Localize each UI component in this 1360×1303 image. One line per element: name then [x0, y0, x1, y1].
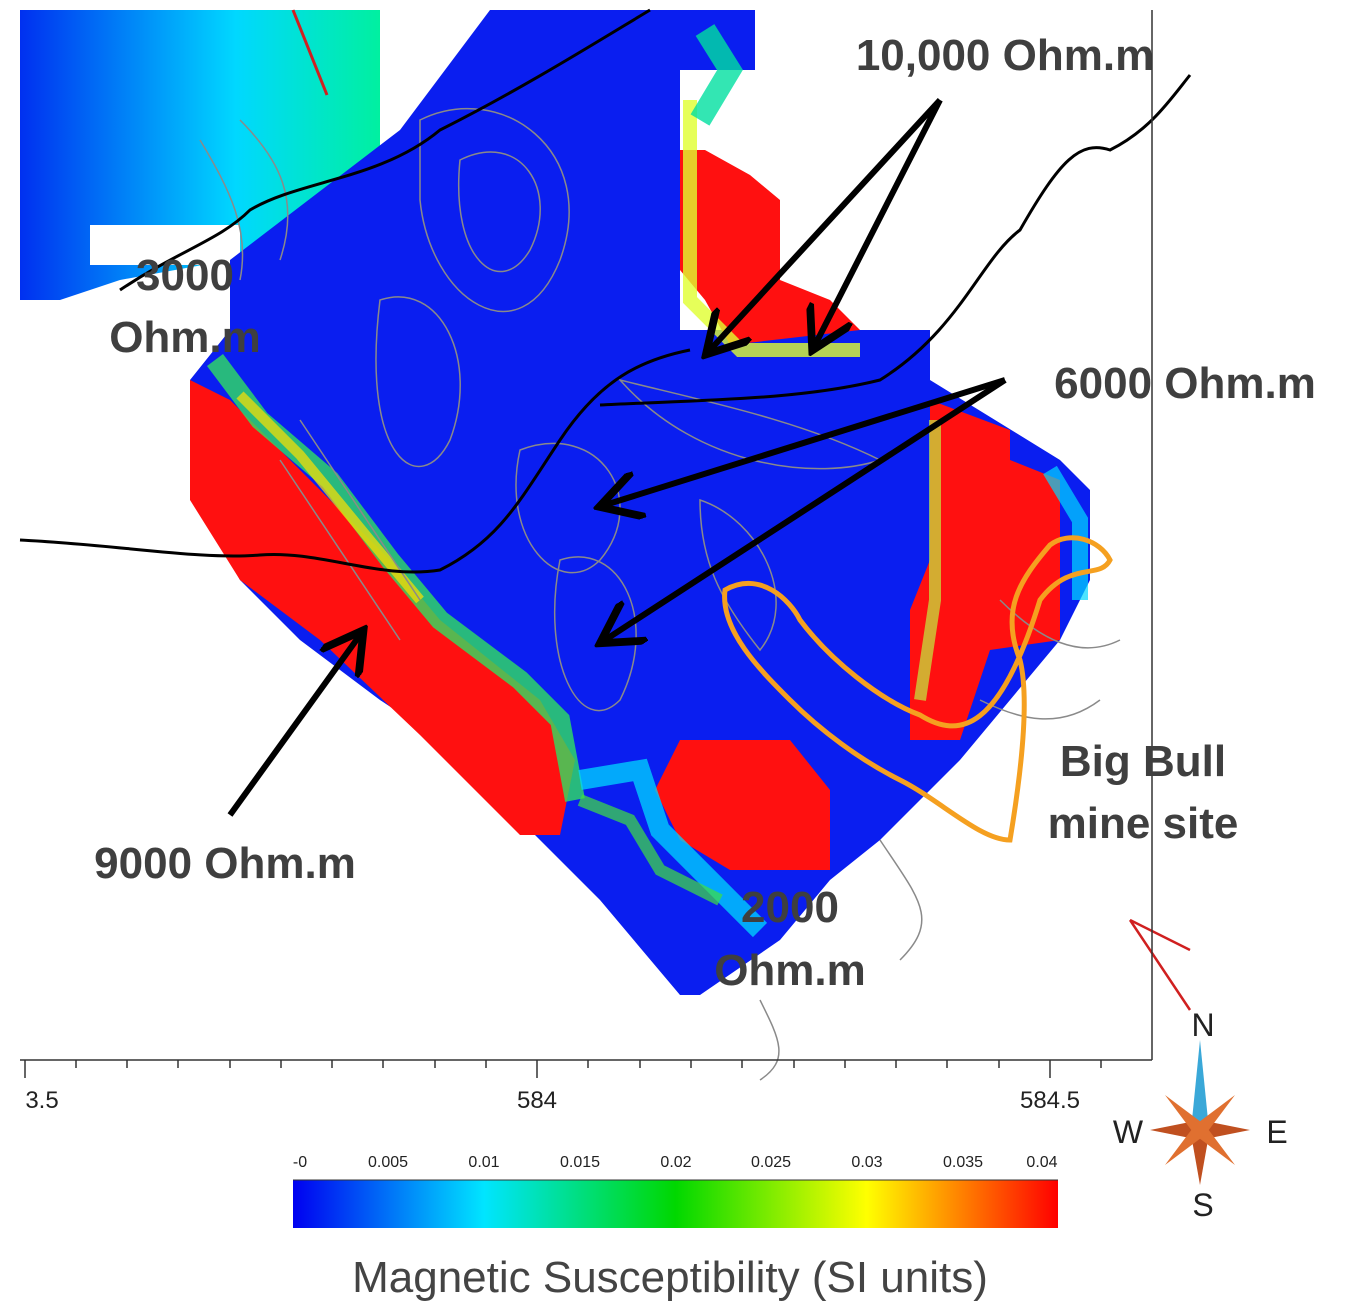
annotation: 6000 Ohm.m: [1054, 359, 1316, 408]
annotation: mine site: [1048, 799, 1239, 848]
colorbar-tick: 0.03: [851, 1154, 882, 1171]
colorbar-tick: 0.005: [368, 1154, 408, 1171]
colorbar-tick: 0.01: [468, 1154, 499, 1171]
x-tick-label: 584: [517, 1087, 557, 1114]
annotation: 9000 Ohm.m: [94, 839, 356, 888]
annotation: 2000: [741, 883, 839, 932]
colorbar-tick: 0.04: [1026, 1154, 1057, 1171]
colorbar-tick: 0.015: [560, 1154, 600, 1171]
compass-label: N: [1191, 1007, 1214, 1043]
annotation: 10,000 Ohm.m: [856, 31, 1154, 80]
x-tick-label: 584.5: [1020, 1087, 1080, 1114]
x-tick-label: 3.5: [25, 1087, 58, 1114]
colorbar: -0 0.005 0.01 0.015 0.02 0.025 0.03 0.03…: [293, 1154, 1058, 1302]
compass: N W E S: [1113, 1007, 1288, 1223]
colorbar-tick: 0.025: [751, 1154, 791, 1171]
annotation: 3000: [136, 251, 234, 300]
compass-label: S: [1192, 1187, 1213, 1223]
colorbar-tick: 0.02: [660, 1154, 691, 1171]
annotation: Ohm.m: [714, 946, 866, 995]
colorbar-tick: -0: [293, 1154, 307, 1171]
colorbar-scale: [293, 1180, 1058, 1228]
map-figure: 3.5 584 584.5 10,000 Ohm.m 3000 Ohm.m 60…: [0, 0, 1360, 1303]
colorbar-title: Magnetic Susceptibility (SI units): [352, 1253, 988, 1302]
compass-label: E: [1266, 1114, 1287, 1150]
compass-label: W: [1113, 1114, 1144, 1150]
colorbar-tick: 0.035: [943, 1154, 983, 1171]
annotation: Big Bull: [1060, 737, 1226, 786]
annotation: Ohm.m: [109, 313, 261, 362]
